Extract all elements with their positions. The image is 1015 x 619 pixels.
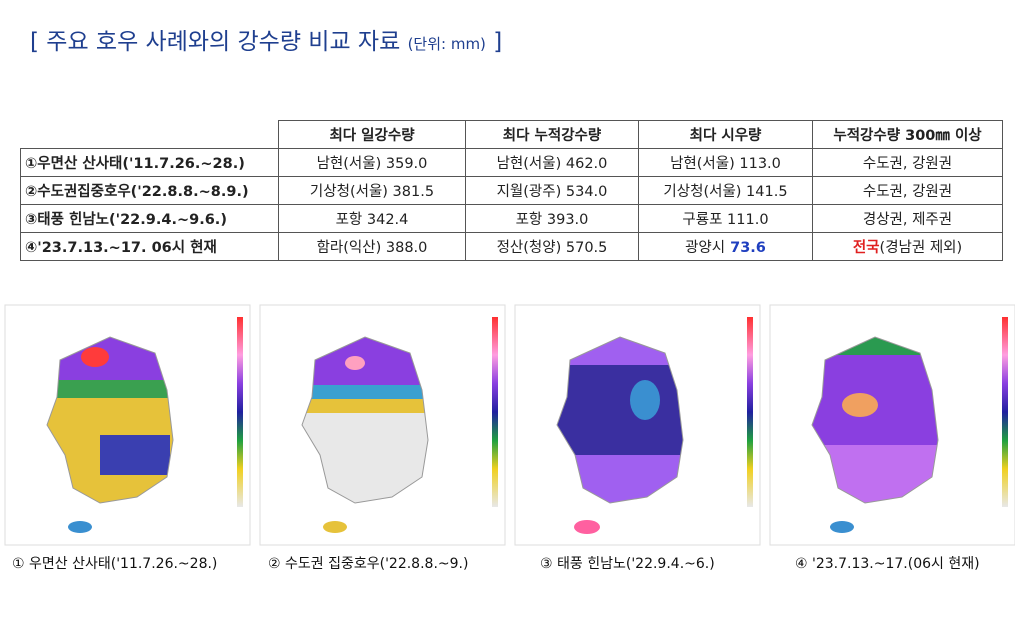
row-label: ①우면산 산사태('11.7.26.~28.) — [20, 148, 279, 177]
cell: 전국(경남권 제외) — [812, 232, 1003, 261]
cell-text: (경남권 제외) — [879, 240, 963, 256]
cell: 경상권, 제주권 — [812, 204, 1003, 233]
cell: 남현(서울) 359.0 — [278, 148, 466, 177]
cell: 기상청(서울) 141.5 — [638, 176, 813, 205]
column-header: 최다 누적강수량 — [465, 120, 639, 149]
cell: 정산(청양) 570.5 — [465, 232, 639, 261]
cell: 함라(익산) 388.0 — [278, 232, 466, 261]
map-4 — [769, 304, 1015, 546]
title-text: [ 주요 호우 사례와의 강수량 비교 자료 — [30, 29, 401, 55]
cell: 포항 342.4 — [278, 204, 466, 233]
cell: 기상청(서울) 381.5 — [278, 176, 466, 205]
table-row: ①우면산 산사태('11.7.26.~28.) 남현(서울) 359.0 남현(서울… — [20, 148, 1003, 177]
map-2 — [259, 304, 506, 546]
cell: 구룡포 111.0 — [638, 204, 813, 233]
row-label: ②수도권집중호우('22.8.8.~8.9.) — [20, 176, 279, 205]
title: [ 주요 호우 사례와의 강수량 비교 자료 (단위: mm) ] — [30, 22, 502, 56]
table-row: ③태풍 힌남노('22.9.4.~9.6.) 포항 342.4 포항 393.0 구룡… — [20, 204, 1003, 233]
column-header: 최다 시우량 — [638, 120, 813, 149]
map-3 — [514, 304, 761, 546]
highlight-text: 전국 — [852, 240, 880, 256]
cell: 남현(서울) 113.0 — [638, 148, 813, 177]
highlight-text: 73.6 — [730, 240, 766, 256]
map-caption: ③ 태풍 힌남노('22.9.4.~6.) — [540, 556, 715, 572]
cell: 지월(광주) 534.0 — [465, 176, 639, 205]
title-unit: (단위: mm) — [407, 35, 486, 53]
corner — [20, 120, 279, 149]
map-caption: ② 수도권 집중호우('22.8.8.~9.) — [268, 556, 469, 572]
cell: 수도권, 강원권 — [812, 148, 1003, 177]
table-row: ②수도권집중호우('22.8.8.~8.9.) 기상청(서울) 381.5 지월(광… — [20, 176, 1003, 205]
comparison-table: 최다 일강수량 최다 누적강수량 최다 시우량 누적강수량 300㎜ 이상 ①우면산 … — [20, 120, 1003, 261]
map-caption: ① 우면산 산사태('11.7.26.~28.) — [12, 556, 218, 572]
cell: 수도권, 강원권 — [812, 176, 1003, 205]
cell: 광양시 73.6 — [638, 232, 813, 261]
cell-text: 광양시 — [685, 240, 726, 256]
row-label: ④'23.7.13.~17. 06시 현재 — [20, 232, 279, 261]
map-1 — [4, 304, 251, 546]
title-close: ] — [493, 29, 503, 55]
table-row: ④'23.7.13.~17. 06시 현재 함라(익산) 388.0 정산(청양) … — [20, 232, 1003, 261]
cell: 남현(서울) 462.0 — [465, 148, 639, 177]
map-caption: ④ '23.7.13.~17.(06시 현재) — [795, 556, 980, 572]
row-label: ③태풍 힌남노('22.9.4.~9.6.) — [20, 204, 279, 233]
header-row: 최다 일강수량 최다 누적강수량 최다 시우량 누적강수량 300㎜ 이상 — [20, 120, 1003, 149]
column-header: 최다 일강수량 — [278, 120, 466, 149]
column-header: 누적강수량 300㎜ 이상 — [812, 120, 1003, 149]
map-panels — [4, 304, 1015, 546]
cell: 포항 393.0 — [465, 204, 639, 233]
